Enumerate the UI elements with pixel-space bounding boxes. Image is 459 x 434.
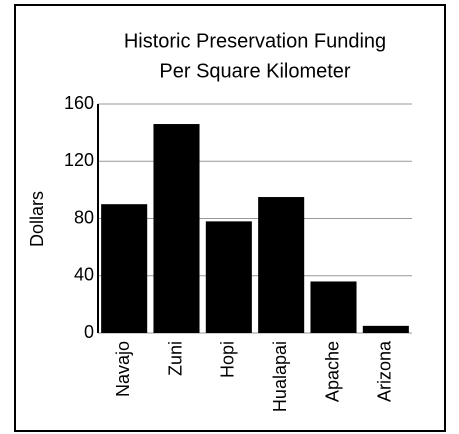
bar	[153, 124, 200, 333]
frame	[14, 4, 446, 432]
bar	[362, 325, 409, 333]
bar	[310, 281, 357, 333]
bar	[258, 197, 305, 333]
y-tick-label: 160	[64, 93, 94, 113]
chart-title: Historic Preservation Funding	[124, 30, 386, 52]
y-tick-label: 0	[84, 322, 94, 342]
chart-title: Per Square Kilometer	[159, 60, 351, 82]
x-tick-label: Arizona	[375, 340, 395, 402]
x-tick-label: Zuni	[165, 341, 185, 376]
bar	[205, 221, 252, 333]
y-tick-label: 120	[64, 150, 94, 170]
bar	[101, 204, 148, 333]
y-tick-label: 40	[74, 265, 94, 285]
x-tick-label: Apache	[322, 341, 342, 402]
x-tick-label: Hopi	[218, 341, 238, 378]
y-tick-label: 80	[74, 207, 94, 227]
y-axis-label: Dollars	[27, 191, 47, 247]
x-tick-label: Hualapai	[270, 341, 290, 412]
x-tick-label: Navajo	[113, 341, 133, 397]
